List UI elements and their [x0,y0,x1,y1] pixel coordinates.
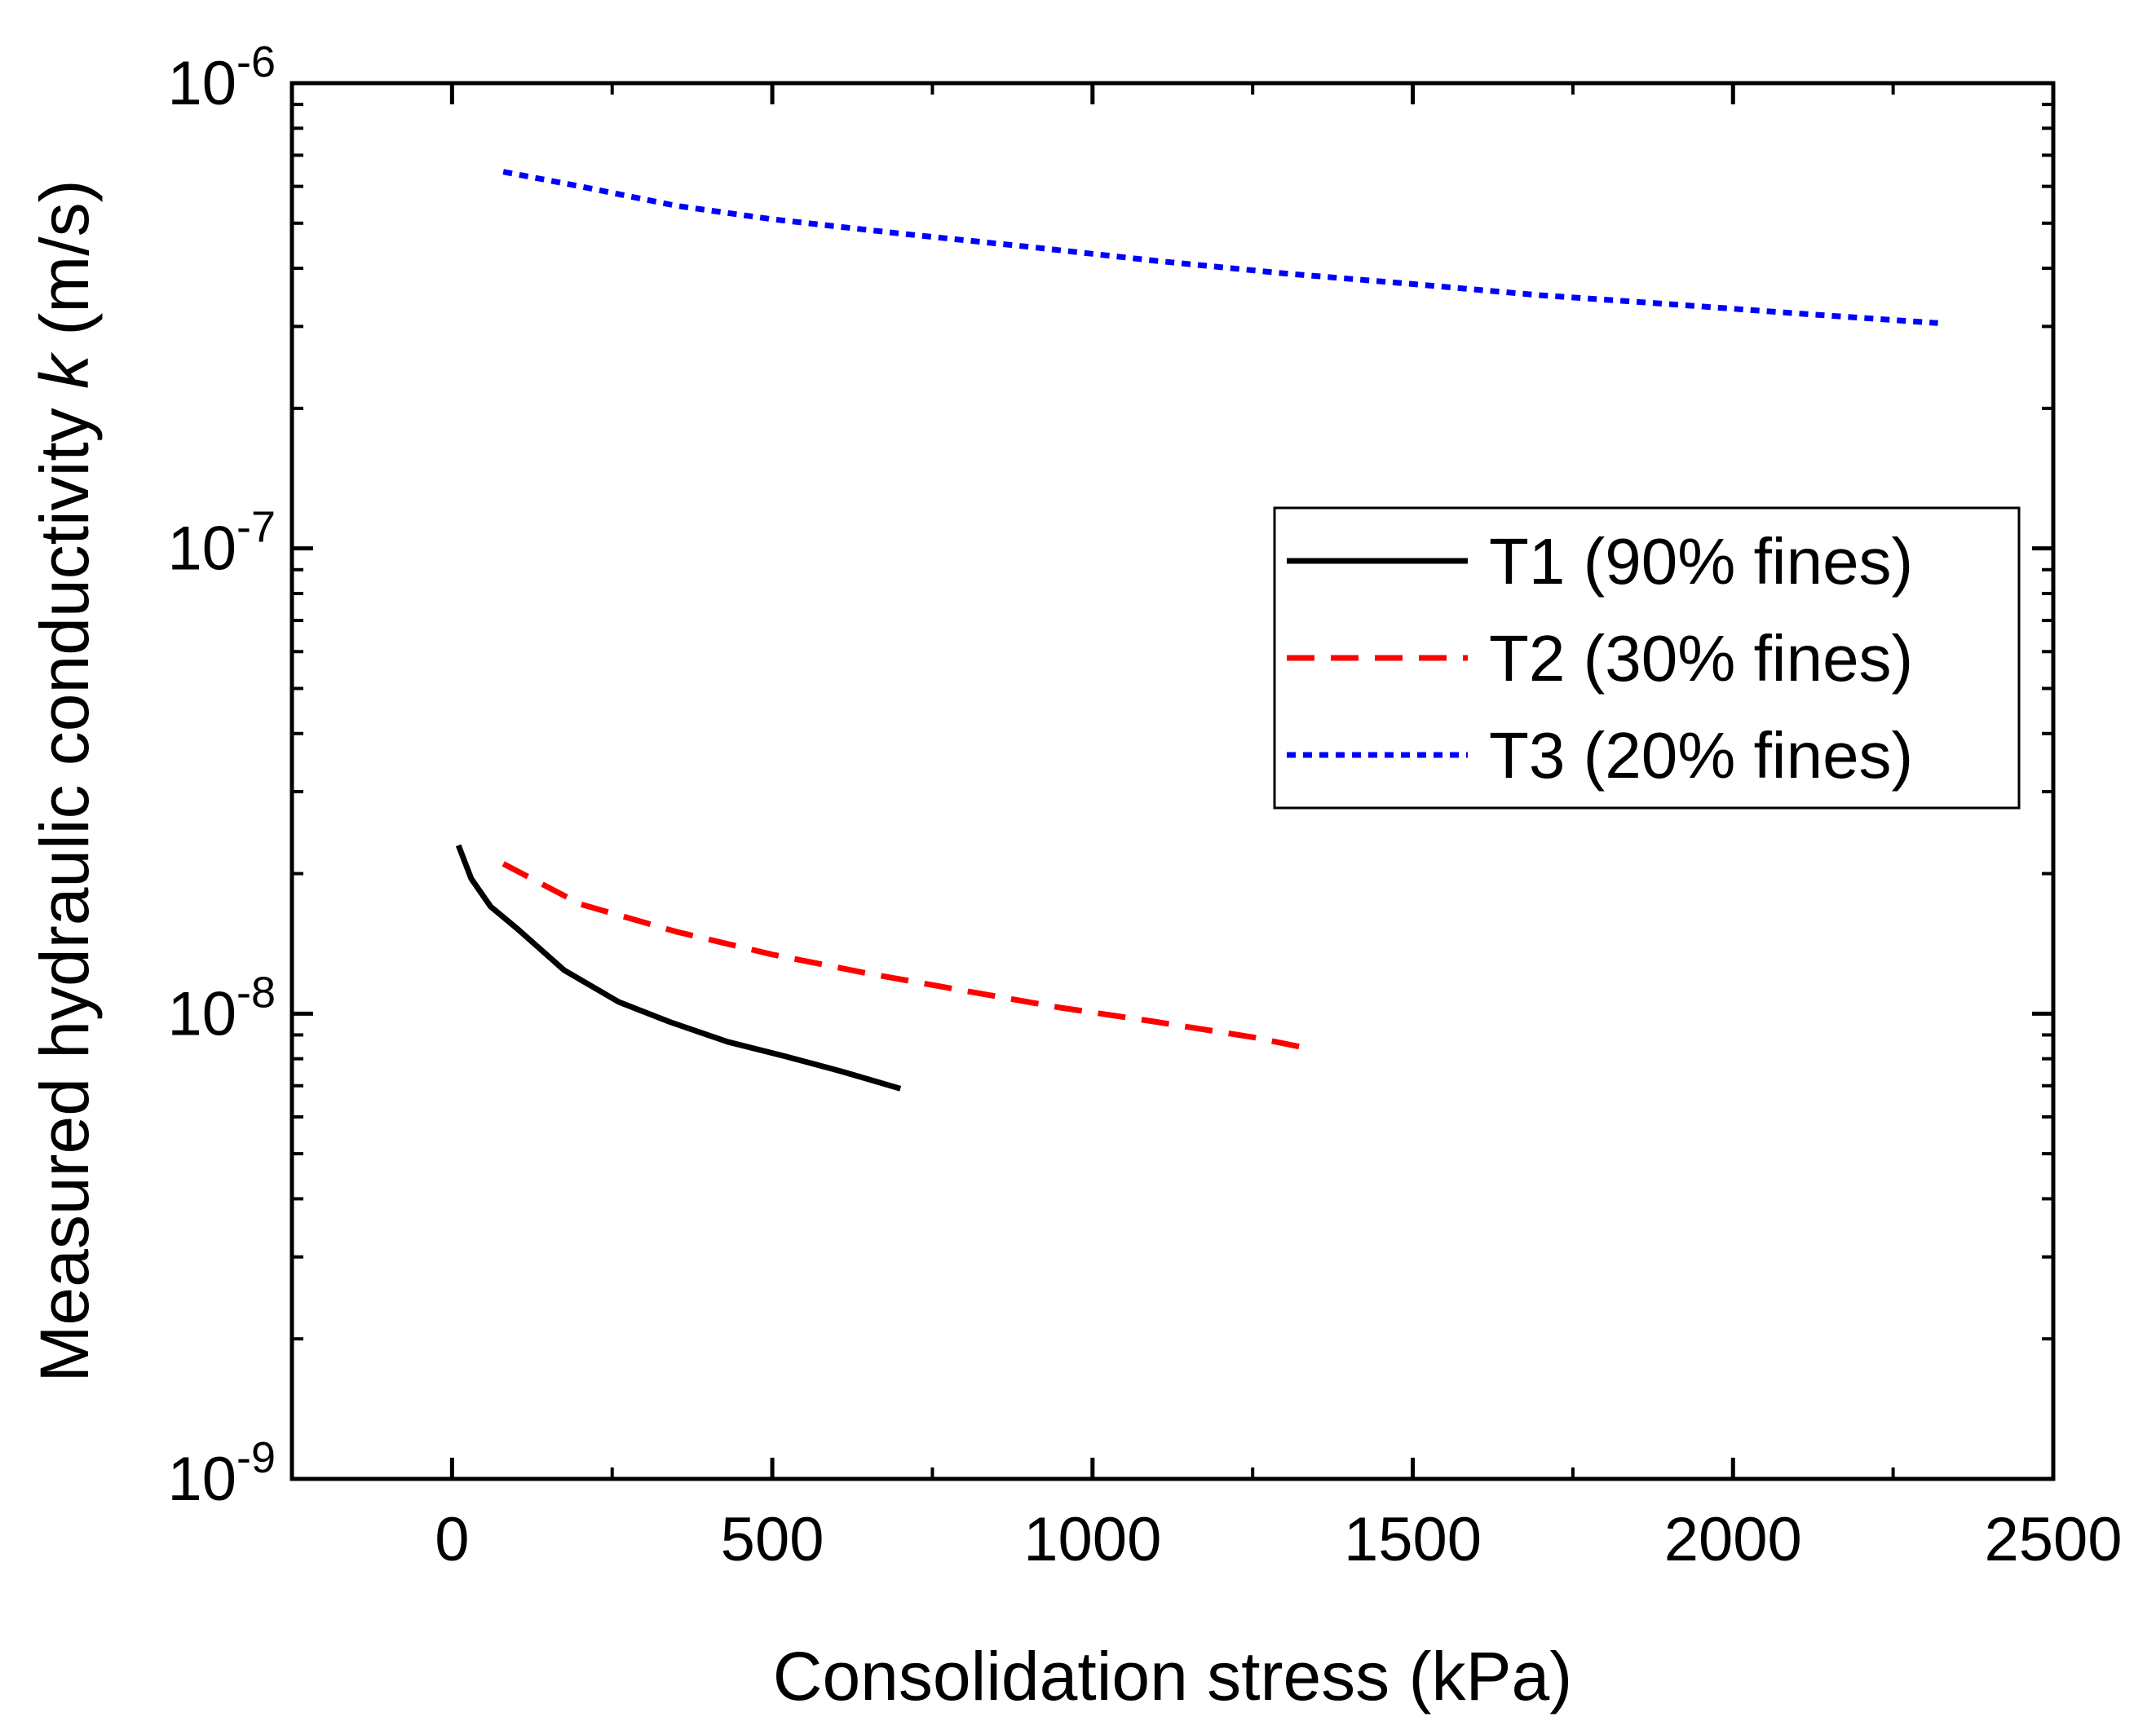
x-tick-label: 2500 [1984,1505,2122,1574]
legend-label-t2: T2 (30% fines) [1489,622,1913,695]
plot-frame [289,81,2056,1481]
x-tick-label: 1000 [1023,1505,1161,1574]
y-axis-title: Measured hydraulic conductivity k (m/s) [26,179,103,1382]
y-tick-label: 10-7 [167,503,276,584]
x-axis-title: Consolidation stress (kPa) [773,1638,1572,1715]
x-tick-label: 1500 [1344,1505,1482,1574]
legend: T1 (90% fines) T2 (30% fines) T3 (20% fi… [1273,506,2021,810]
y-tick-label: 10-8 [167,968,276,1048]
y-axis-title-symbol: k [26,351,103,389]
legend-label-t1: T1 (90% fines) [1489,525,1913,598]
y-axis-ticks: 10-9 10-8 10-7 10-6 [167,38,2053,1514]
x-tick-label: 500 [721,1505,824,1574]
y-axis-title-prefix: Measured hydraulic conductivity [26,389,103,1383]
x-tick-label: 0 [435,1505,469,1574]
x-tick-label: 2000 [1664,1505,1802,1574]
x-axis-ticks: 0 500 1000 1500 2000 2500 [435,83,2123,1574]
y-tick-label: 10-6 [167,38,276,118]
series-layer [455,169,1938,1092]
y-axis-title-suffix: (m/s) [26,179,103,355]
y-tick-label: 10-9 [167,1433,276,1514]
series-line-t3 [502,169,1938,326]
legend-label-t3: T3 (20% fines) [1489,719,1913,792]
series-line-t1 [455,844,902,1092]
series-line-t2 [501,861,1311,1052]
